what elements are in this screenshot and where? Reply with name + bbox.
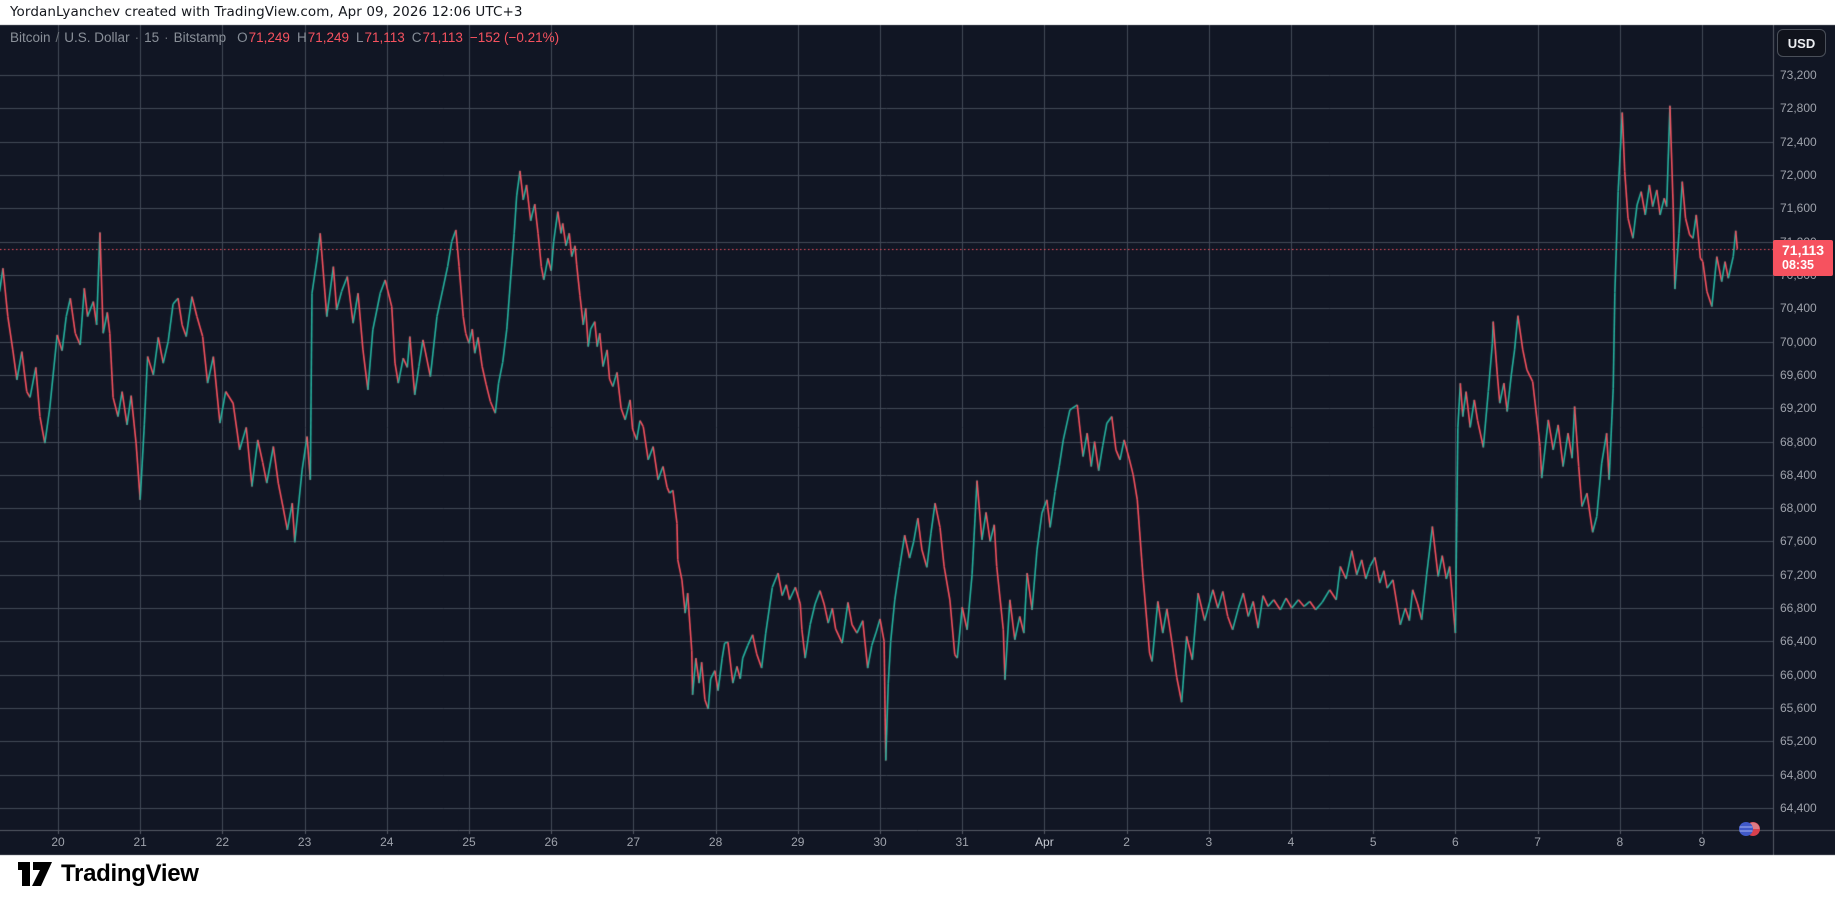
time-tick-label: 3 (1205, 835, 1213, 849)
price-tick-label: 65,600 (1780, 701, 1817, 716)
price-tick-label: 68,400 (1780, 467, 1817, 482)
price-tick-label: 67,600 (1780, 534, 1817, 549)
time-tick-label: 26 (544, 835, 558, 849)
time-tick-label: 22 (215, 835, 230, 849)
time-tick-label: 2 (1123, 835, 1130, 849)
price-tick-label: 73,200 (1780, 68, 1817, 82)
price-tick-label: 69,200 (1780, 401, 1817, 416)
price-tick-label: 66,400 (1780, 634, 1817, 649)
time-tick-label: 21 (133, 835, 147, 849)
time-tick-label: 5 (1369, 835, 1377, 849)
attribution-text: YordanLyanchev created with TradingView.… (10, 4, 523, 20)
price-tick-label: 72,000 (1780, 167, 1817, 182)
symbol-name[interactable]: Bitcoin (10, 30, 51, 45)
time-tick-label: Apr (1035, 835, 1054, 849)
time-tick-label: 31 (955, 835, 969, 849)
ohlc-pair: C 71,113 (411, 30, 463, 45)
time-tick-label: 23 (297, 835, 312, 849)
time-tick-label: 4 (1287, 835, 1295, 849)
price-tick-label: 65,200 (1780, 734, 1817, 749)
currency-toggle-button[interactable]: USD (1777, 29, 1826, 57)
price-tick-label: 70,000 (1780, 334, 1817, 349)
price-tick-label: 71,600 (1780, 201, 1817, 216)
price-tick-label: 72,800 (1780, 101, 1817, 116)
time-tick-label: 25 (462, 835, 476, 849)
price-tick-label: 64,800 (1780, 767, 1817, 782)
candle-countdown: 08:35 (1782, 258, 1814, 272)
time-tick-label: 6 (1452, 835, 1459, 849)
time-tick-label: 20 (51, 835, 65, 849)
last-price-label: 71,113 08:35 (1773, 240, 1833, 276)
time-axis[interactable]: 20 21 22 23 24 25 26 27 28 29 30 31 Apr 2 3 4 5 6 7 8 9 (0, 831, 1835, 855)
time-tick-label: 28 (708, 835, 723, 849)
price-tick-label: 66,800 (1780, 601, 1817, 616)
tradingview-logo-icon (18, 862, 52, 886)
ohlc-values: O 71,249 H 71,249 L 71,113 C 71,113 (237, 30, 463, 45)
ohlc-pair: O 71,249 (237, 30, 290, 45)
time-tick-label: 30 (873, 835, 887, 849)
time-tick-label: 9 (1698, 835, 1706, 849)
price-tick-label: 68,800 (1780, 434, 1817, 449)
time-tick-label: 27 (626, 835, 641, 849)
price-axis[interactable]: 73,20072,80072,40072,00071,60071,20070,8… (1774, 25, 1835, 830)
legend-dot: · (134, 30, 140, 45)
time-tick-label: 24 (380, 835, 394, 849)
legend-dot: · (164, 30, 169, 45)
time-tick-label: 7 (1534, 835, 1541, 849)
exchange-name[interactable]: Bitstamp (173, 30, 227, 45)
time-tick-label: 29 (791, 835, 805, 849)
ohlc-pair: H 71,249 (296, 30, 349, 45)
tradingview-footer[interactable]: TradingView (18, 860, 199, 888)
change-value: −152 (−0.21%) (469, 30, 560, 45)
price-tick-label: 72,400 (1780, 134, 1817, 149)
quote-currency[interactable]: U.S. Dollar (64, 30, 130, 45)
price-tick-label: 69,600 (1780, 367, 1817, 382)
price-tick-label: 64,400 (1780, 801, 1817, 816)
interval-value[interactable]: 15 (144, 30, 160, 45)
ohlc-pair: L 71,113 (355, 30, 405, 45)
price-tick-label: 70,400 (1780, 301, 1817, 316)
price-tick-label: 67,200 (1780, 567, 1817, 582)
time-tick-label: 8 (1616, 835, 1624, 849)
symbol-separator: / (55, 30, 60, 45)
tradingview-wordmark: TradingView (61, 860, 199, 887)
price-tick-label: 66,000 (1780, 667, 1817, 682)
last-price-value: 71,113 (1782, 242, 1825, 258)
price-tick-label: 68,000 (1780, 501, 1817, 516)
economic-calendar-us-flag-icon[interactable] (1738, 821, 1761, 837)
